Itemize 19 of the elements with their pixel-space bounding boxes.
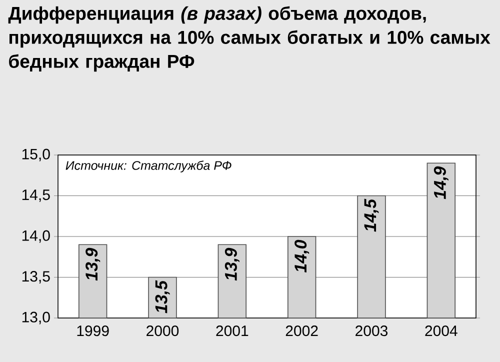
x-tick-label: 2000 [146, 326, 179, 336]
data-label: 13,9 [86, 248, 100, 281]
data-label: 13,5 [155, 280, 170, 314]
x-tick-label: 1999 [77, 326, 109, 336]
data-label: 14,9 [434, 166, 448, 200]
annotation: Источник: Статслужба РФ [66, 160, 232, 172]
x-tick-label: 2001 [216, 326, 248, 336]
y-tick-label: 14,0 [22, 230, 50, 243]
x-tick-label: 2003 [356, 326, 388, 336]
data-label: 13,9 [224, 248, 240, 281]
x-tick-label: 2004 [425, 326, 458, 336]
y-tick-label: 13,5 [22, 271, 50, 284]
chart-title: Дифференциация (в разах) объема доходов, приходящихся на 10% самых богатых и 10% самых бедных граждан РФ [8, 6, 490, 72]
data-label: 14,0 [294, 240, 310, 273]
y-tick-label: 14,5 [22, 190, 50, 202]
y-tick-label: 15,0 [22, 148, 50, 162]
y-tick-label: 13,0 [22, 312, 50, 324]
data-label: 14,5 [364, 198, 379, 232]
x-tick-label: 2002 [286, 326, 318, 336]
